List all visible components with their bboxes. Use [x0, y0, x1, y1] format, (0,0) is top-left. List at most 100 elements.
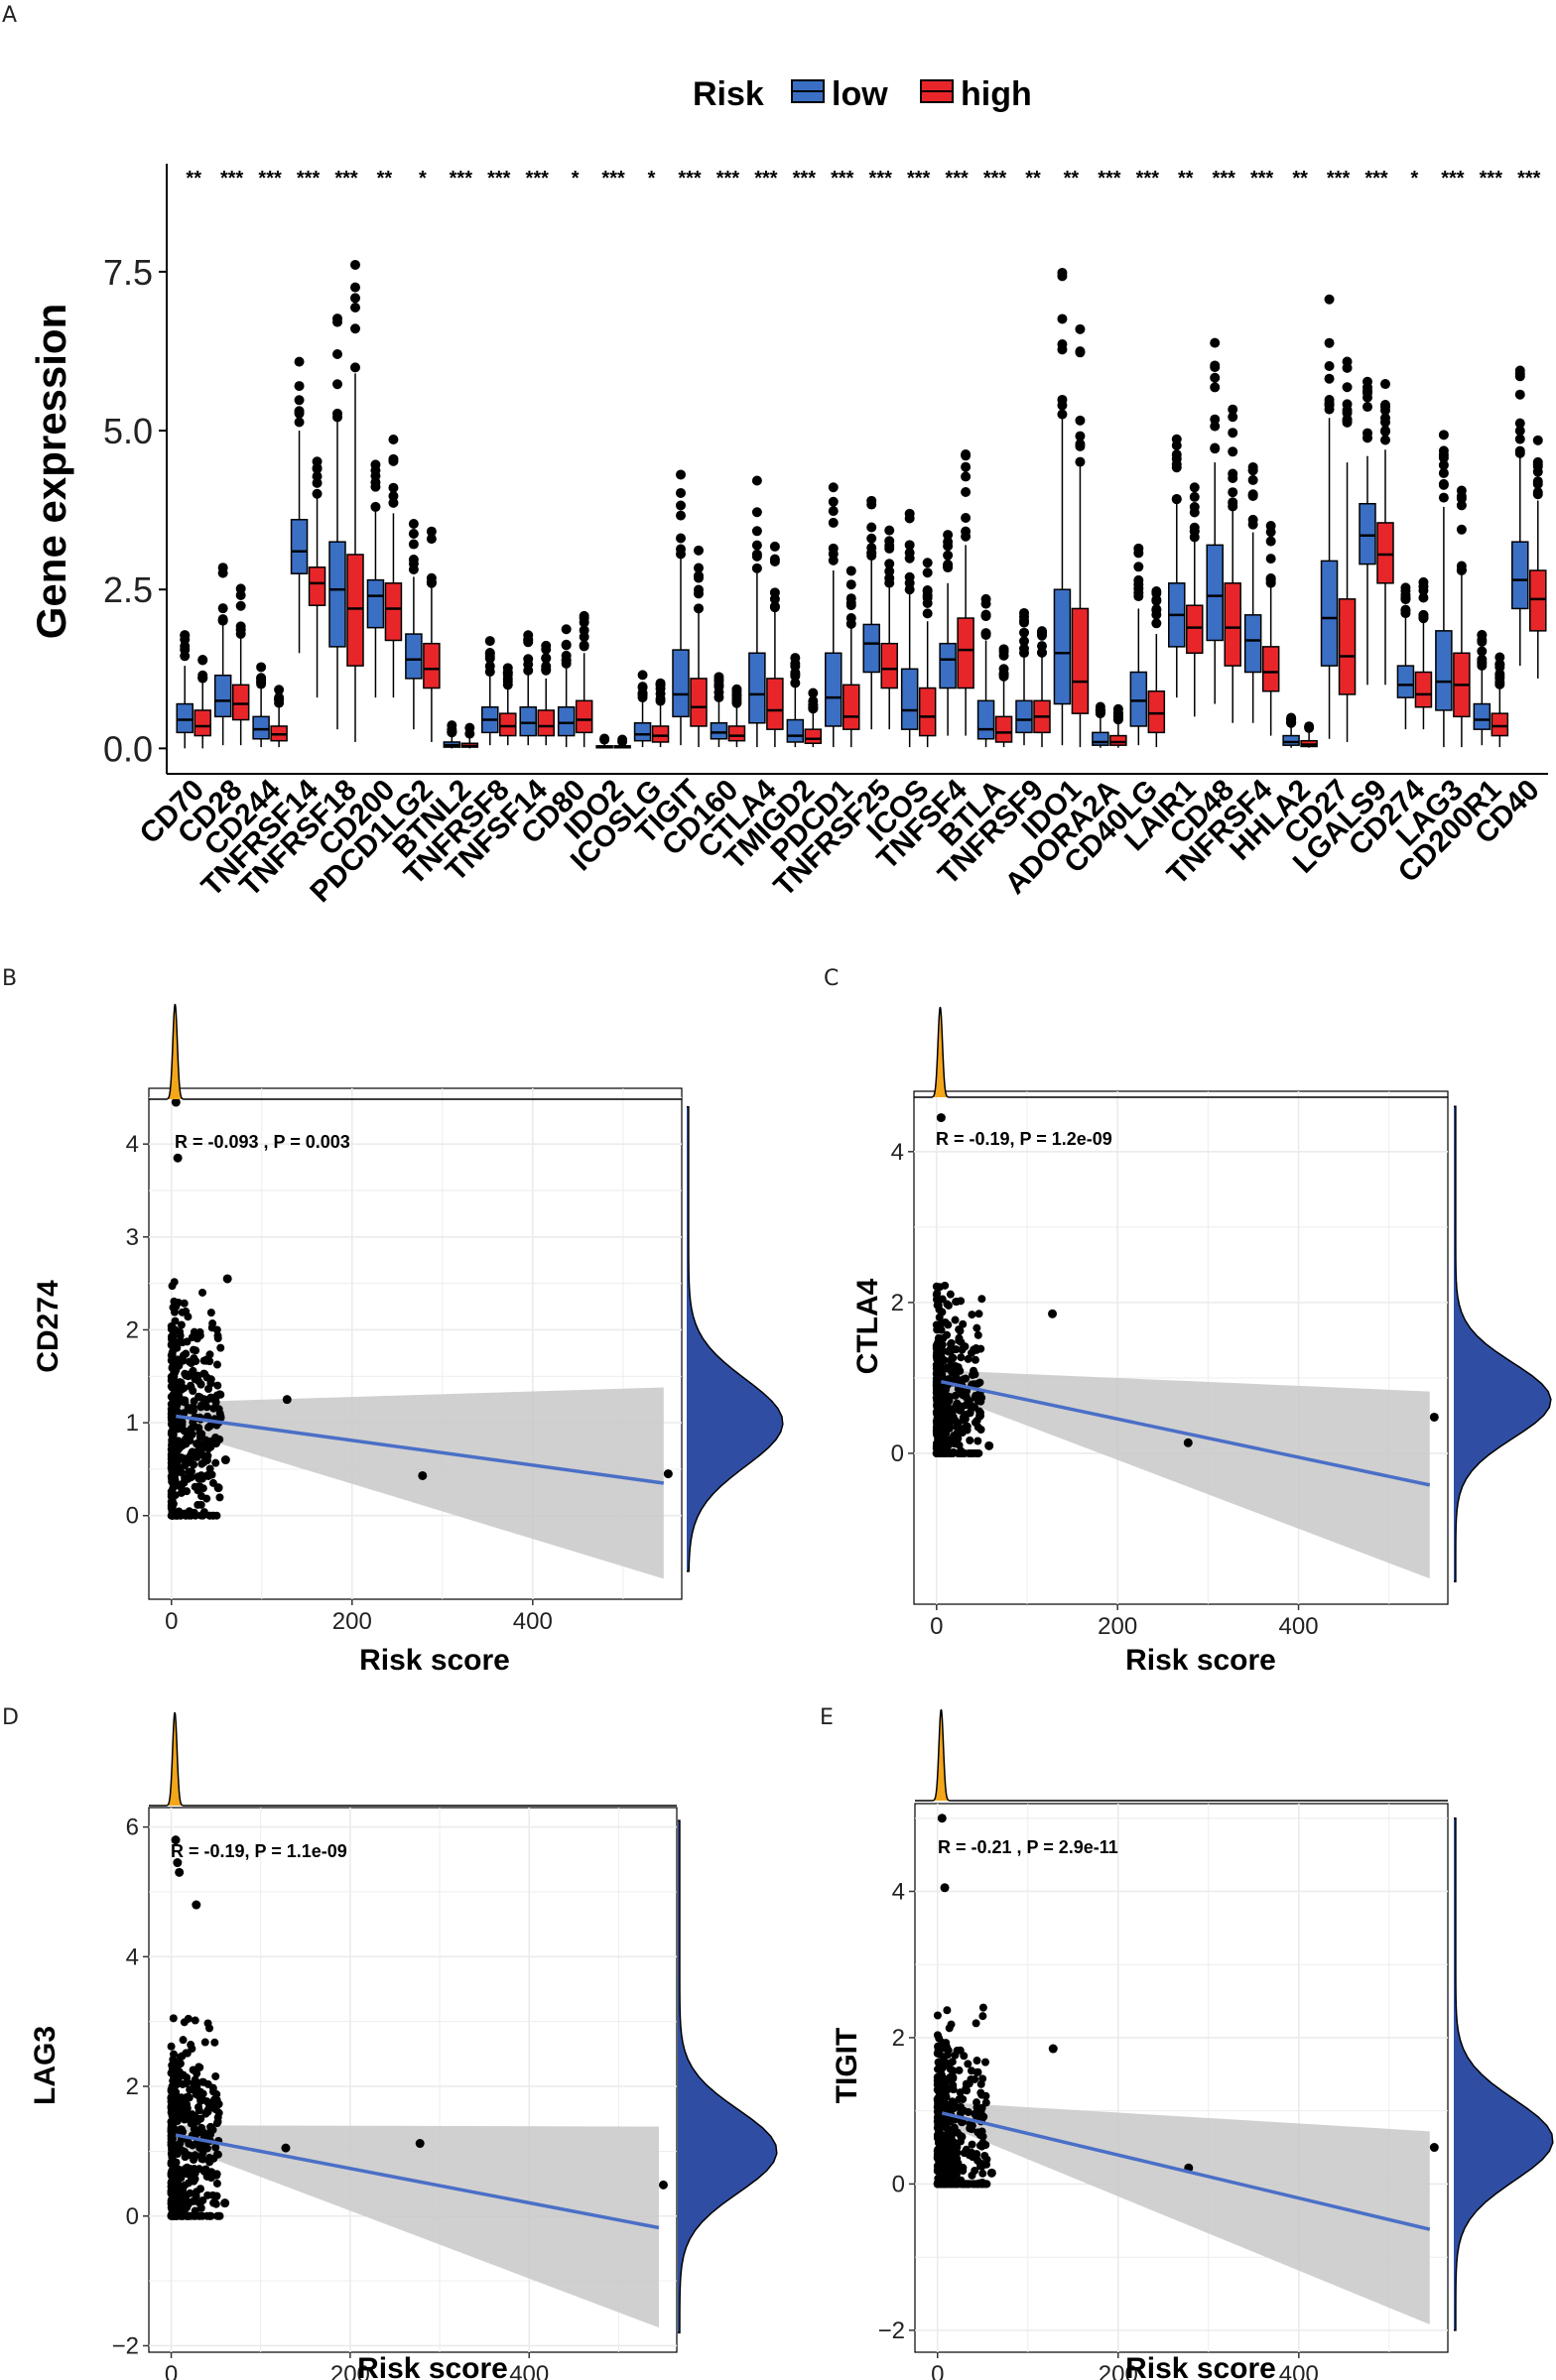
data-point [179, 2036, 188, 2045]
regression-line [940, 1380, 1431, 1487]
regression-line [176, 1414, 665, 1485]
data-point [211, 2143, 220, 2152]
data-point [968, 2121, 976, 2130]
data-point [179, 2100, 188, 2109]
outlier-point [884, 565, 895, 576]
data-point [203, 2079, 212, 2088]
outlier-point [1019, 627, 1029, 638]
data-point [212, 1360, 221, 1369]
outlier-point [294, 356, 305, 367]
data-point [168, 2194, 177, 2203]
outlier-point [828, 555, 839, 565]
data-point [173, 2077, 182, 2086]
points [933, 1814, 1439, 2189]
significance-tnfrsf8: *** [487, 168, 511, 189]
data-point [972, 2152, 980, 2161]
x-tick-label: 200 [332, 1608, 372, 1635]
data-point [203, 1471, 212, 1480]
data-point [942, 1422, 951, 1431]
outlier-point [1477, 630, 1488, 641]
box-body [1396, 665, 1415, 698]
data-point [951, 1315, 960, 1324]
scatter-panel-lag3: 0 200 400 −2 0 2 4 6 R = -0.19, P = 1.1e-09 LAG… [29, 1711, 778, 2380]
outlier-point [1247, 465, 1258, 476]
outlier-point [274, 693, 285, 704]
outlier-point [1342, 382, 1353, 393]
y-tick-label: 2 [892, 2025, 905, 2052]
outlier-point [1324, 294, 1335, 305]
box-body [1376, 522, 1394, 584]
outlier-point [904, 584, 915, 595]
outlier-point [828, 506, 839, 517]
data-point [192, 2192, 200, 2200]
y-tick-label: 5.0 [103, 411, 153, 451]
outlier-point [617, 736, 628, 747]
outlier-point [694, 570, 704, 581]
x-tick-label: 400 [1279, 2361, 1319, 2380]
box-body [1147, 689, 1166, 734]
outlier-point [217, 603, 228, 614]
box-low-lgals9 [1359, 376, 1376, 686]
box-body [213, 674, 232, 718]
box-body [1491, 712, 1509, 737]
data-point [933, 2065, 942, 2073]
data-point [949, 2067, 958, 2075]
outlier-point [808, 688, 819, 698]
outlier-point [866, 522, 877, 533]
data-point [962, 2180, 971, 2189]
points [167, 1835, 668, 2220]
outlier-point [961, 471, 972, 482]
data-point [960, 2149, 969, 2158]
significance-cd80: * [572, 168, 580, 189]
box-low-tnfrsf14 [290, 356, 309, 654]
significance-stars: ** *** *** *** *** ** * *** *** *** * *** * *** *** ***… [186, 168, 1540, 189]
outlier-point [751, 507, 762, 518]
outlier-point [1418, 592, 1429, 603]
outlier-point [523, 630, 534, 641]
data-point [193, 1439, 201, 1447]
data-point [973, 1437, 982, 1445]
y-tick-label: 6 [126, 1815, 139, 1841]
data-point [202, 1494, 211, 1503]
box-high-cd200 [384, 435, 403, 698]
legend-label-low: low [832, 75, 888, 113]
box-high-cd28 [231, 583, 250, 746]
data-point [957, 1353, 966, 1362]
box-high-cd80 [575, 610, 593, 748]
side-density-fill [687, 1106, 783, 1571]
data-point [934, 2046, 943, 2055]
outlier-point [1532, 466, 1543, 477]
outlier-point [1514, 418, 1525, 429]
data-point [180, 1441, 189, 1449]
data-point [201, 1356, 210, 1365]
axis-ticks: 0 200 400 0 1 2 3 4 [126, 1131, 553, 1635]
data-point [973, 1423, 982, 1432]
outlier-point [1057, 409, 1068, 420]
significance-btla: *** [983, 168, 1007, 189]
data-point [935, 2034, 944, 2043]
regression-line [175, 2133, 660, 2230]
box-high-ctla4 [766, 541, 784, 748]
points [167, 1097, 673, 1520]
box-low-tnfrsf25 [862, 495, 880, 730]
box-body [1015, 699, 1033, 734]
data-point [965, 2079, 973, 2088]
data-point [189, 2066, 197, 2074]
data-point [952, 1430, 961, 1439]
data-point [177, 1488, 186, 1497]
outlier-point [1075, 415, 1086, 426]
y-tick-label: 2.5 [103, 569, 153, 610]
data-point [167, 1351, 176, 1360]
data-point [197, 1459, 206, 1468]
data-point [932, 1426, 941, 1435]
x-tick-label: 0 [165, 1608, 178, 1635]
box-body [1282, 734, 1300, 746]
outlier-point [961, 487, 972, 498]
outlier-point [828, 496, 839, 507]
outlier-point [484, 651, 495, 662]
outlier-point [1380, 379, 1390, 390]
data-point [958, 1390, 967, 1399]
outlier-point [332, 348, 342, 359]
box-high-lair1 [1186, 482, 1204, 717]
outlier-point [1189, 502, 1200, 513]
